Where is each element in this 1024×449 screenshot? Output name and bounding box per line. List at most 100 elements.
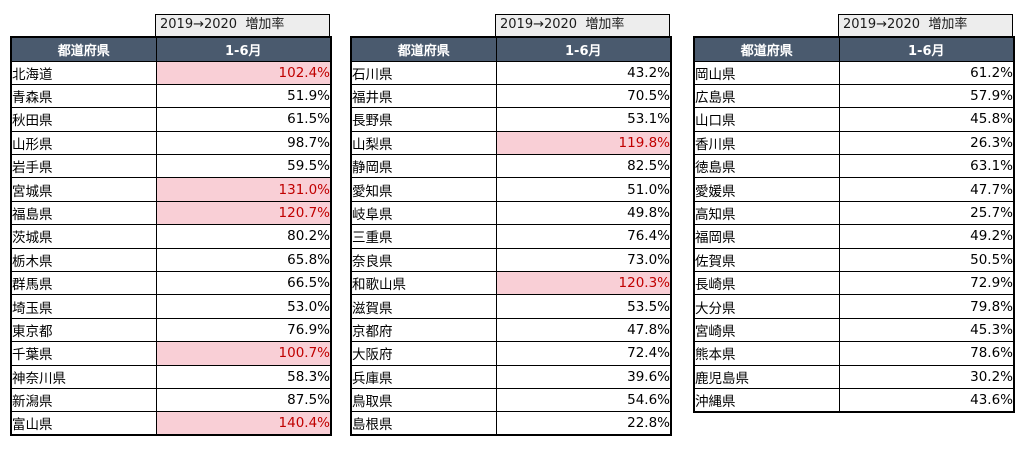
prefecture-table-east: 2019→2020 増加率 都道府県 1-6月 北海道 102.4% 青森県 51.9…	[10, 14, 332, 437]
prefecture-cell: 熊本県	[693, 341, 840, 366]
table-row: 静岡県 82.5%	[350, 154, 672, 179]
table-row: 茨城県 80.2%	[10, 224, 332, 249]
value-cell: 51.9%	[155, 83, 332, 109]
value-cell-highlighted: 120.7%	[155, 200, 332, 226]
table-row: 栃木県 65.8%	[10, 247, 332, 273]
table-row: 徳島県 63.1%	[693, 154, 1015, 179]
prefecture-cell: 長野県	[350, 107, 497, 132]
table-row: 千葉県 100.7%	[10, 341, 332, 366]
value-cell: 39.6%	[495, 364, 672, 389]
table-row: 鹿児島県 30.2%	[693, 364, 1015, 389]
value-cell: 65.8%	[155, 247, 332, 273]
value-cell: 22.8%	[495, 411, 672, 436]
value-cell: 82.5%	[495, 154, 672, 179]
prefecture-cell: 岡山県	[693, 60, 840, 85]
table-row: 北海道 102.4%	[10, 60, 332, 85]
prefecture-cell: 香川県	[693, 130, 840, 156]
value-cell: 78.6%	[838, 341, 1015, 366]
table-title: 2019→2020 増加率	[838, 14, 1013, 36]
table-row: 長崎県 72.9%	[693, 271, 1015, 296]
data-table: 都道府県 1-6月 石川県 43.2% 福井県 70.5% 長野県 53.1% 山梨県 119…	[350, 36, 672, 437]
table-row: 岐阜県 49.8%	[350, 200, 672, 226]
value-cell: 53.5%	[495, 294, 672, 319]
prefecture-cell: 鹿児島県	[693, 364, 840, 389]
prefecture-cell: 千葉県	[10, 341, 157, 366]
prefecture-cell: 埼玉県	[10, 294, 157, 319]
prefecture-cell: 宮崎県	[693, 317, 840, 343]
prefecture-cell: 大阪府	[350, 341, 497, 366]
value-cell: 30.2%	[838, 364, 1015, 389]
prefecture-cell: 京都府	[350, 317, 497, 343]
table-row: 愛媛県 47.7%	[693, 177, 1015, 202]
table-row: 群馬県 66.5%	[10, 271, 332, 296]
value-cell-highlighted: 102.4%	[155, 60, 332, 85]
header-row: 都道府県 1-6月	[350, 36, 672, 62]
table-row: 島根県 22.8%	[350, 411, 672, 436]
data-table: 都道府県 1-6月 岡山県 61.2% 広島県 57.9% 山口県 45.8% 香川県 26.…	[693, 36, 1015, 413]
prefecture-cell: 長崎県	[693, 271, 840, 296]
value-cell: 72.4%	[495, 341, 672, 366]
value-cell: 45.8%	[838, 107, 1015, 132]
prefecture-cell: 大分県	[693, 294, 840, 319]
value-cell: 50.5%	[838, 247, 1015, 273]
prefecture-cell: 愛媛県	[693, 177, 840, 202]
table-row: 香川県 26.3%	[693, 130, 1015, 156]
table-row: 鳥取県 54.6%	[350, 387, 672, 413]
value-cell: 72.9%	[838, 271, 1015, 296]
table-row: 埼玉県 53.0%	[10, 294, 332, 319]
value-cell: 45.3%	[838, 317, 1015, 343]
prefecture-cell: 石川県	[350, 60, 497, 85]
table-row: 長野県 53.1%	[350, 107, 672, 132]
table-row: 石川県 43.2%	[350, 60, 672, 85]
value-cell: 70.5%	[495, 83, 672, 109]
table-row: 山形県 98.7%	[10, 130, 332, 156]
value-cell: 58.3%	[155, 364, 332, 389]
prefecture-cell: 和歌山県	[350, 271, 497, 296]
table-row: 高知県 25.7%	[693, 200, 1015, 226]
table-row: 富山県 140.4%	[10, 411, 332, 436]
prefecture-cell: 沖縄県	[693, 387, 840, 413]
table-row: 京都府 47.8%	[350, 317, 672, 343]
prefecture-cell: 東京都	[10, 317, 157, 343]
value-cell: 57.9%	[838, 83, 1015, 109]
prefecture-cell: 新潟県	[10, 387, 157, 413]
value-cell-highlighted: 131.0%	[155, 177, 332, 202]
table-row: 広島県 57.9%	[693, 83, 1015, 109]
prefecture-cell: 神奈川県	[10, 364, 157, 389]
table-row: 岡山県 61.2%	[693, 60, 1015, 85]
prefecture-cell: 徳島県	[693, 154, 840, 179]
table-row: 滋賀県 53.5%	[350, 294, 672, 319]
value-cell: 98.7%	[155, 130, 332, 156]
value-cell: 76.9%	[155, 317, 332, 343]
value-cell: 54.6%	[495, 387, 672, 413]
prefecture-table-central: 2019→2020 増加率 都道府県 1-6月 石川県 43.2% 福井県 70.5%…	[350, 14, 672, 437]
value-cell-highlighted: 140.4%	[155, 411, 332, 436]
table-row: 青森県 51.9%	[10, 83, 332, 109]
value-cell: 61.5%	[155, 107, 332, 132]
table-row: 新潟県 87.5%	[10, 387, 332, 413]
prefecture-cell: 栃木県	[10, 247, 157, 273]
table-row: 佐賀県 50.5%	[693, 247, 1015, 273]
value-cell: 51.0%	[495, 177, 672, 202]
prefecture-cell: 群馬県	[10, 271, 157, 296]
table-row: 熊本県 78.6%	[693, 341, 1015, 366]
prefecture-cell: 奈良県	[350, 247, 497, 273]
value-cell: 61.2%	[838, 60, 1015, 85]
prefecture-cell: 山形県	[10, 130, 157, 156]
prefecture-column-header: 都道府県	[693, 36, 840, 62]
prefecture-cell: 宮城県	[10, 177, 157, 202]
value-cell: 79.8%	[838, 294, 1015, 319]
value-cell: 73.0%	[495, 247, 672, 273]
value-cell: 80.2%	[155, 224, 332, 249]
table-row: 福島県 120.7%	[10, 200, 332, 226]
value-cell: 87.5%	[155, 387, 332, 413]
prefecture-cell: 三重県	[350, 224, 497, 249]
table-row: 三重県 76.4%	[350, 224, 672, 249]
header-row: 都道府県 1-6月	[10, 36, 332, 62]
prefecture-cell: 佐賀県	[693, 247, 840, 273]
value-cell: 76.4%	[495, 224, 672, 249]
table-row: 福岡県 49.2%	[693, 224, 1015, 249]
table-row: 東京都 76.9%	[10, 317, 332, 343]
table-row: 宮城県 131.0%	[10, 177, 332, 202]
